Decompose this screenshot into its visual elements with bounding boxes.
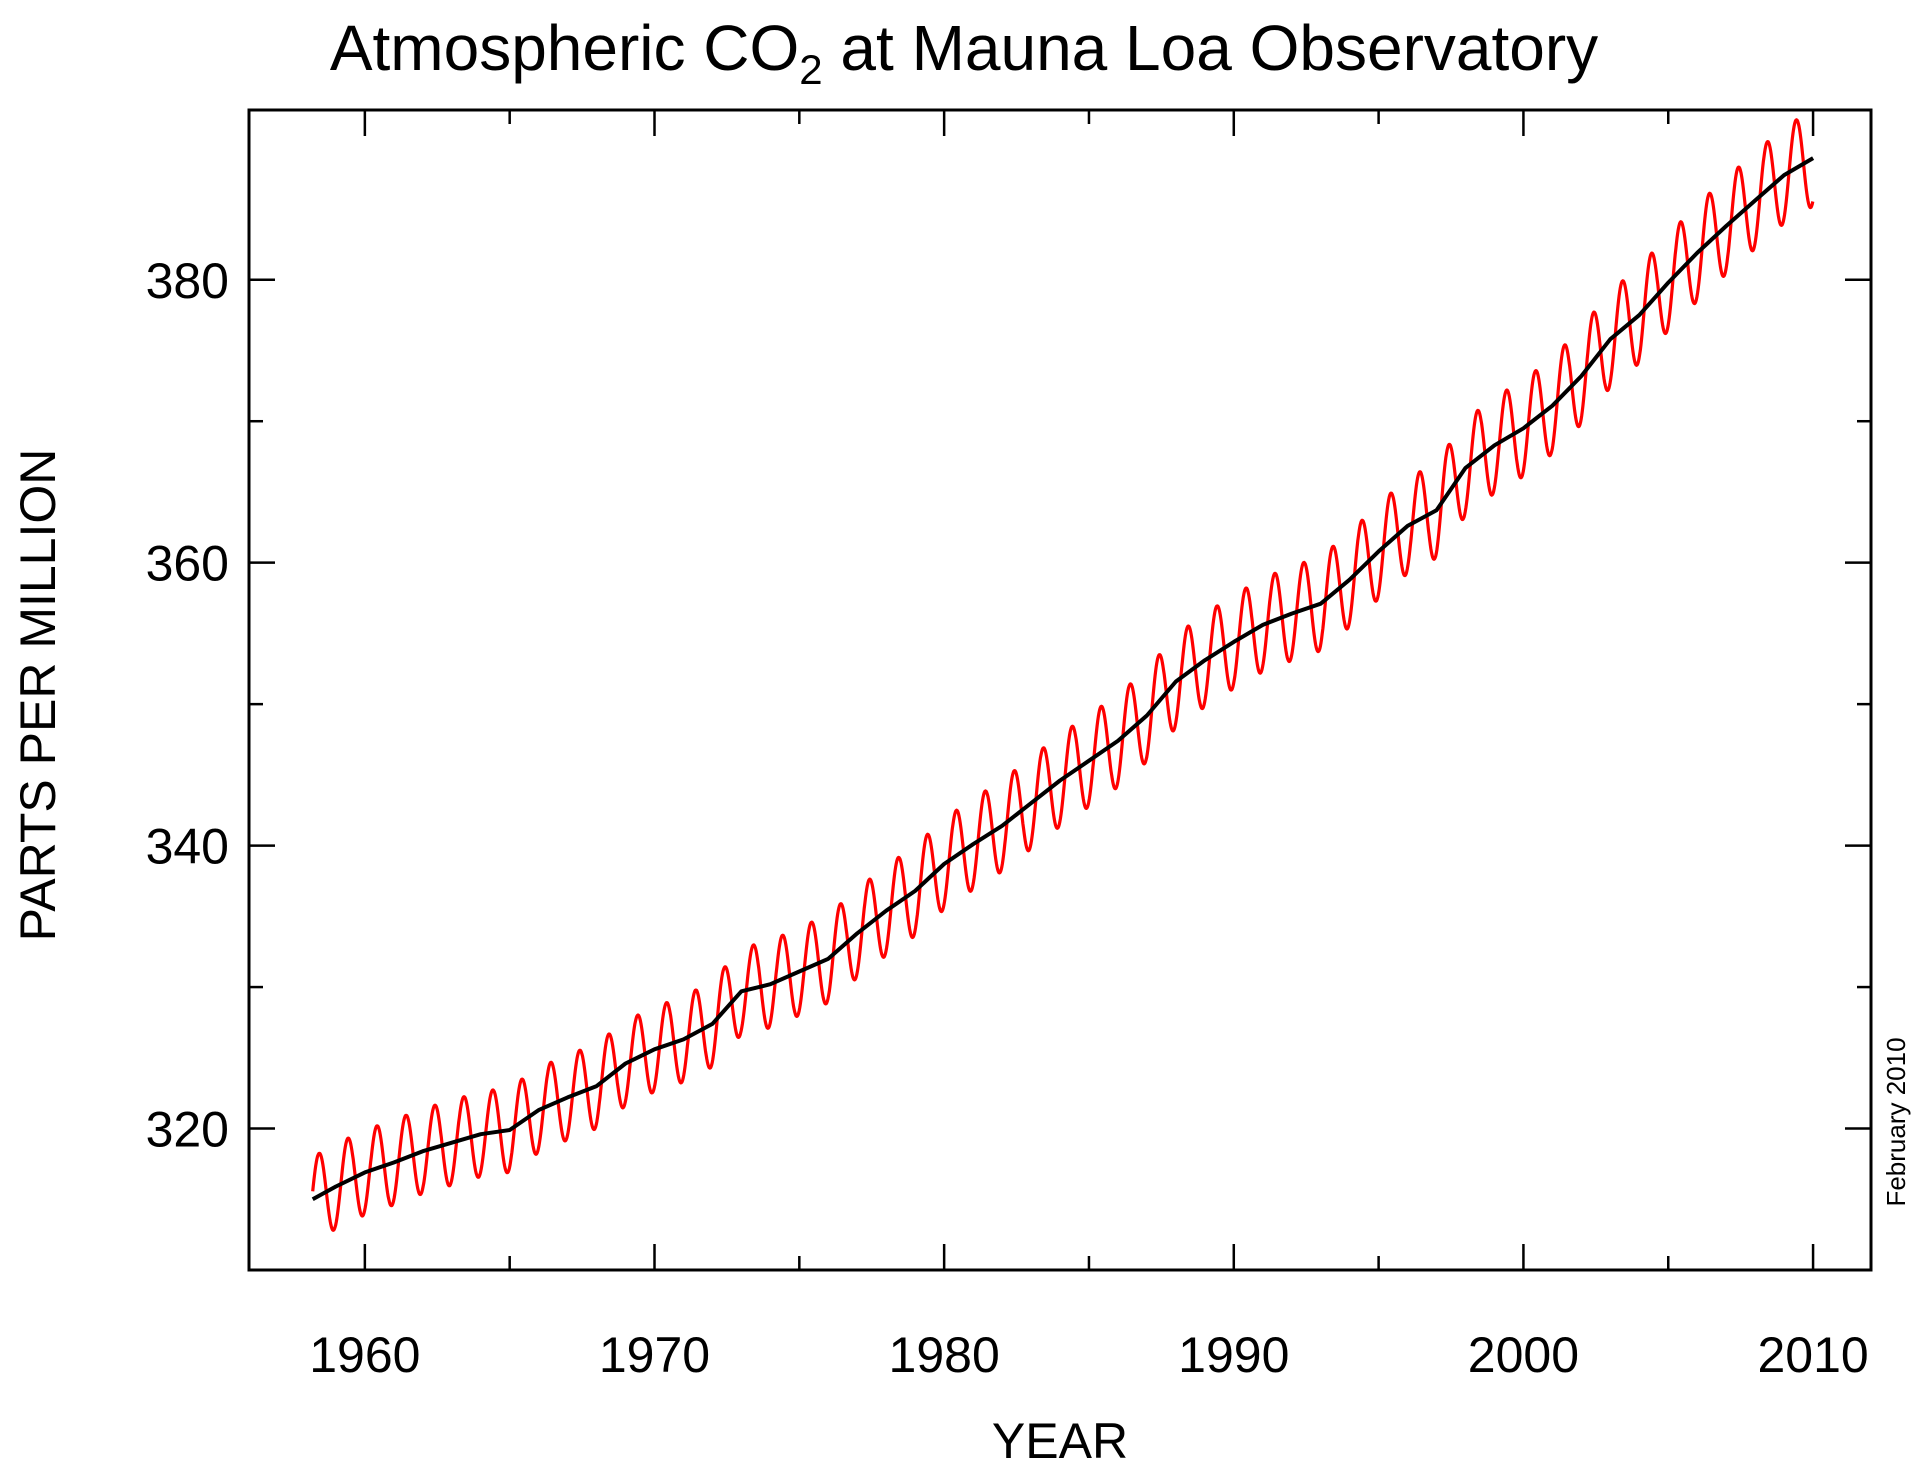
date-stamp: February 2010 <box>1881 1037 1911 1206</box>
axis-tick-labels: 1960 1970 1980 1990 2000 2010 320 340 360 380 <box>146 253 1869 1383</box>
y-tick-label: 360 <box>146 536 229 592</box>
monthly-co2-line <box>311 118 1815 1232</box>
y-tick-label: 320 <box>146 1102 229 1158</box>
x-tick-label: 1990 <box>1178 1327 1289 1383</box>
x-tick-label: 2000 <box>1468 1327 1579 1383</box>
x-tick-label: 1980 <box>889 1327 1000 1383</box>
x-tick-label: 1960 <box>309 1327 420 1383</box>
x-tick-label: 1970 <box>599 1327 710 1383</box>
x-tick-label: 2010 <box>1757 1327 1868 1383</box>
chart-title-suffix: at Mauna Loa Observatory <box>823 12 1599 84</box>
chart-title: Atmospheric CO2 at Mauna Loa Observatory <box>330 12 1598 93</box>
y-axis-label: PARTS PER MILLION <box>10 449 66 942</box>
annual-mean-co2-line <box>311 156 1815 1202</box>
y-tick-label: 340 <box>146 819 229 875</box>
chart-title-subscript: 2 <box>799 46 822 93</box>
plot-frame <box>247 108 1873 1272</box>
y-tick-label: 380 <box>146 253 229 309</box>
x-axis-label: YEAR <box>992 1413 1128 1469</box>
axis-ticks <box>249 110 1871 1270</box>
chart-title-prefix: Atmospheric CO <box>330 12 799 84</box>
